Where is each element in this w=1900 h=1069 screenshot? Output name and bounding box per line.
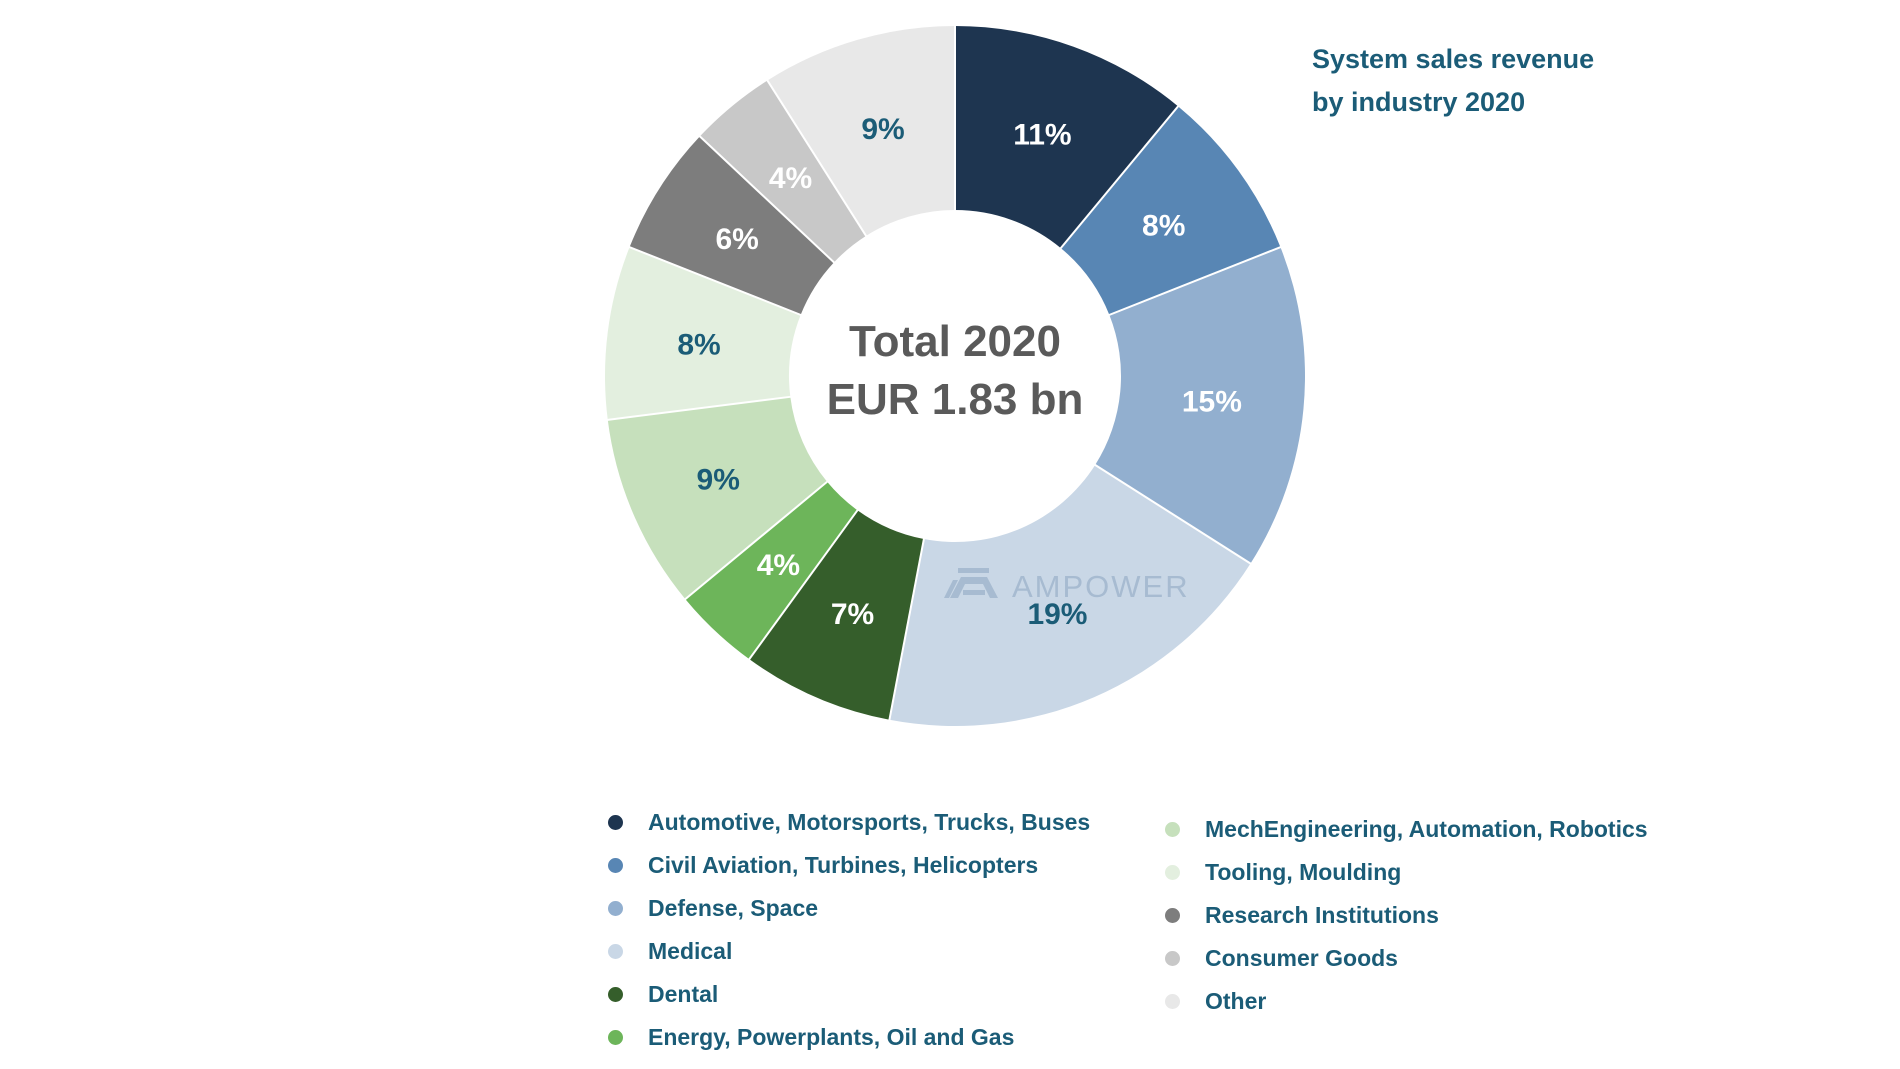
slice-separator-4: [888, 536, 926, 722]
legend-swatch: [608, 944, 623, 959]
chart-title-line2: by industry 2020: [1312, 87, 1526, 117]
slice-label-3: 19%: [1027, 598, 1087, 631]
slice-label-0: 11%: [1013, 118, 1071, 151]
legend-swatch: [1165, 822, 1180, 837]
slice-separator-3: [1092, 463, 1253, 566]
center-label-line2: EUR 1.83 bn: [827, 375, 1084, 424]
slice-label-6: 9%: [697, 463, 740, 496]
legend-swatch: [608, 858, 623, 873]
slice-label-2: 15%: [1182, 385, 1242, 418]
legend-swatch: [608, 1030, 623, 1045]
slice-separator-9: [697, 134, 837, 265]
slice-7: [605, 247, 801, 420]
legend-label: Defense, Space: [648, 895, 819, 921]
slice-separator-6: [683, 479, 830, 602]
slice-labels: 11% 8% 15% 19% 7% 4% 9% 8% 6% 4% 9%: [677, 113, 1242, 631]
slice-label-8: 6%: [715, 223, 758, 256]
slice-9: [699, 80, 867, 263]
legend-swatch: [608, 987, 623, 1002]
slice-5: [685, 481, 858, 660]
slice-1: [1060, 106, 1281, 315]
donut-slices: [605, 24, 1305, 726]
slice-separator-2: [1107, 245, 1283, 317]
legend-label: MechEngineering, Automation, Robotics: [1205, 816, 1648, 842]
ampower-logo-icon: [944, 568, 998, 598]
slice-label-1: 8%: [1142, 209, 1185, 242]
legend-swatch: [1165, 951, 1180, 966]
slice-10: [767, 26, 955, 236]
chart-title-line1: System sales revenue: [1312, 44, 1595, 74]
slice-label-4: 7%: [831, 598, 874, 631]
legend-swatch: [608, 815, 623, 830]
legend-label: Automotive, Motorsports, Trucks, Buses: [648, 809, 1091, 835]
slice-separator-8: [627, 245, 803, 317]
slice-label-10: 9%: [861, 113, 904, 146]
legend-label: Research Institutions: [1205, 902, 1439, 928]
legend-label: Energy, Powerplants, Oil and Gas: [648, 1024, 1015, 1050]
legend-label: Dental: [648, 981, 719, 1007]
watermark-text: AMPOWER: [1012, 569, 1190, 604]
chart-title: System sales revenue by industry 2020: [1312, 38, 1594, 124]
legend-label: Civil Aviation, Turbines, Helicopters: [648, 852, 1039, 878]
slice-4: [749, 510, 924, 720]
slice-label-9: 4%: [769, 162, 812, 195]
slice-label-5: 4%: [757, 549, 800, 582]
slice-6: [607, 396, 828, 600]
legend-swatch: [1165, 994, 1180, 1009]
legend-label: Consumer Goods: [1205, 945, 1398, 971]
center-label: Total 2020 EUR 1.83 bn: [827, 317, 1084, 424]
legend-swatch: [1165, 865, 1180, 880]
slice-separator-7: [605, 395, 793, 422]
slice-3: [889, 464, 1251, 726]
ampower-watermark: AMPOWER: [944, 568, 1190, 604]
slice-separator-1: [1058, 104, 1181, 251]
slice-separator-10: [765, 78, 868, 239]
slice-8: [629, 136, 834, 315]
legend-swatch: [608, 901, 623, 916]
slice-0: [955, 26, 1179, 249]
legend-label: Tooling, Moulding: [1205, 859, 1402, 885]
slice-separator-5: [747, 508, 860, 662]
legend-swatch: [1165, 908, 1180, 923]
legend-label: Other: [1205, 988, 1267, 1014]
center-label-line1: Total 2020: [849, 317, 1061, 366]
legend-label: Medical: [648, 938, 733, 964]
slice-label-7: 8%: [677, 329, 720, 362]
slice-2: [1095, 247, 1305, 564]
